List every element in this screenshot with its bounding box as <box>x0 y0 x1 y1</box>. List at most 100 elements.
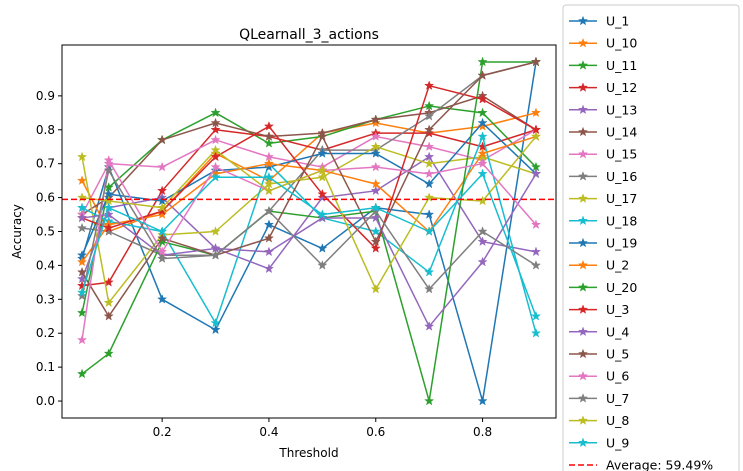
series-u-6 <box>76 154 542 345</box>
data-point <box>263 185 275 196</box>
data-point <box>424 321 435 331</box>
data-point <box>424 266 435 277</box>
data-point <box>210 317 221 328</box>
series-line <box>81 129 537 287</box>
data-point <box>210 171 221 182</box>
data-point <box>317 260 328 270</box>
legend-marker <box>577 326 589 337</box>
data-point <box>157 226 168 236</box>
legend-item: U_18 <box>569 213 637 228</box>
data-point <box>210 117 221 128</box>
legend-label: U_10 <box>606 36 637 51</box>
plot-area <box>62 56 556 406</box>
data-point <box>157 134 168 145</box>
data-point <box>76 212 88 223</box>
data-point <box>477 70 488 80</box>
y-axis: 0.0 0.1 0.2 0.3 0.4 0.5 0.6 0.7 0.8 0.9 <box>36 89 62 408</box>
series-line <box>81 136 537 290</box>
data-point <box>157 232 168 243</box>
data-point <box>103 297 114 308</box>
legend-label: U_2 <box>606 258 629 273</box>
y-tick-label: 0.1 <box>36 360 55 374</box>
legend-item: U_3 <box>569 302 629 317</box>
series-u-5 <box>76 56 542 321</box>
data-point <box>103 154 114 165</box>
data-point <box>530 168 542 179</box>
data-point <box>424 110 435 121</box>
data-point <box>424 209 435 219</box>
data-point <box>317 212 328 223</box>
y-tick-label: 0.3 <box>36 292 55 306</box>
data-point <box>76 334 88 345</box>
legend-item: U_9 <box>569 435 629 450</box>
legend-box <box>562 4 740 471</box>
data-point <box>477 236 488 246</box>
legend-marker <box>577 259 589 270</box>
legend-label: U_6 <box>606 369 629 384</box>
legend-label: U_11 <box>606 58 637 73</box>
y-tick-label: 0.5 <box>36 225 55 239</box>
legend-marker <box>577 193 589 203</box>
data-point <box>210 324 221 335</box>
legend-marker <box>577 370 589 381</box>
data-point <box>103 348 114 358</box>
legend-label: U_16 <box>606 169 637 184</box>
legend-marker <box>577 215 589 226</box>
data-point <box>477 93 488 104</box>
data-point <box>157 209 168 219</box>
legend-item: U_13 <box>569 102 637 117</box>
data-point <box>210 161 221 172</box>
legend-marker <box>577 37 589 48</box>
data-point <box>157 161 168 172</box>
data-point <box>317 165 328 175</box>
legend-label: Average: 59.49% <box>606 458 713 471</box>
data-point <box>530 131 542 141</box>
data-point <box>263 232 275 243</box>
legend-label: U_14 <box>606 125 637 140</box>
data-point <box>76 287 88 297</box>
data-point <box>103 209 114 219</box>
data-point <box>157 205 168 216</box>
data-point <box>317 188 328 199</box>
data-point <box>424 226 435 236</box>
data-point <box>157 293 168 304</box>
data-point <box>530 246 542 257</box>
chart-title: QLearnall_3_actions <box>239 27 379 43</box>
data-point <box>530 260 542 270</box>
data-point <box>424 192 435 202</box>
data-point <box>263 263 275 274</box>
data-point <box>263 121 275 131</box>
data-point <box>370 283 381 294</box>
series-line <box>81 173 537 317</box>
legend-item: U_15 <box>569 147 637 162</box>
data-point <box>76 266 88 277</box>
data-point <box>263 219 275 230</box>
series-u-7 <box>76 165 542 301</box>
legend-item: U_11 <box>569 58 637 73</box>
legend: U_1 U_10 U_11 U_12 U_13 U_14 U_15 U_16 U_17 U_18 U… <box>562 4 740 471</box>
legend-item: U_14 <box>569 125 637 140</box>
data-point <box>317 148 328 158</box>
data-point <box>424 168 435 179</box>
data-point <box>477 148 488 158</box>
data-point <box>424 127 435 138</box>
data-point <box>477 256 488 267</box>
data-point <box>370 185 381 196</box>
data-point <box>370 243 381 253</box>
legend-label: U_17 <box>606 191 637 206</box>
legend-item: U_16 <box>569 169 637 184</box>
data-point <box>103 222 114 233</box>
legend-label: U_20 <box>606 280 637 295</box>
data-point <box>370 148 381 158</box>
y-tick-label: 0.9 <box>36 89 55 103</box>
data-point <box>210 107 221 118</box>
data-point <box>210 249 221 260</box>
x-tick-label: 0.6 <box>366 425 385 439</box>
legend-item: U_7 <box>569 391 629 406</box>
y-tick-label: 0.8 <box>36 123 55 137</box>
data-point <box>477 168 488 179</box>
series-line <box>81 95 537 216</box>
y-tick-label: 0.7 <box>36 157 55 171</box>
data-point <box>477 121 488 131</box>
